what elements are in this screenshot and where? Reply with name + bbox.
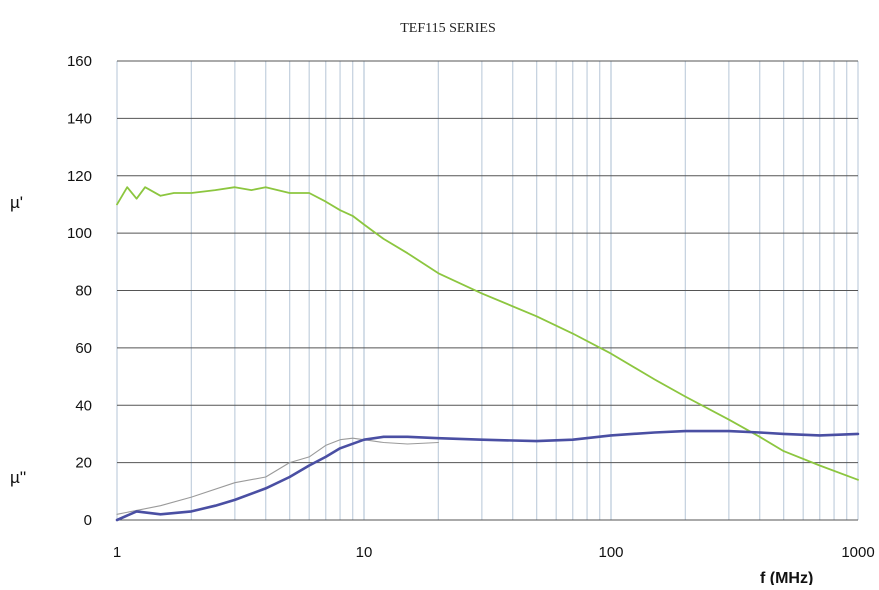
chart-title: TEF115 SERIES <box>400 21 496 36</box>
y-tick-label: 40 <box>75 397 92 414</box>
y-tick-label: 20 <box>75 455 92 472</box>
series-label-mu-prime: µ' <box>10 193 23 212</box>
x-axis-label: f (MHz) <box>760 570 813 585</box>
y-tick-label: 160 <box>67 53 92 70</box>
y-tick-labels: 0 20 40 60 80 100 120 140 160 <box>67 53 92 529</box>
series-line-mu-double-prime-faint <box>116 437 439 515</box>
y-tick-label: 140 <box>67 110 92 127</box>
y-tick-label: 80 <box>75 283 92 300</box>
y-tick-label: 0 <box>84 512 92 529</box>
x-tick-label: 10 <box>356 544 373 561</box>
y-tick-label: 100 <box>67 225 92 242</box>
y-tick-label: 60 <box>75 340 92 357</box>
series-line-mu-double-prime <box>115 429 860 522</box>
x-tick-labels: 1 10 100 1000 <box>113 544 875 561</box>
x-tick-label: 100 <box>598 544 623 561</box>
y-tick-label: 120 <box>67 168 92 185</box>
x-tick-label: 1000 <box>841 544 874 561</box>
series-label-mu-double-prime: µ'' <box>10 468 26 487</box>
series-line-mu-prime <box>116 186 859 481</box>
horizontal-grid <box>117 60 858 521</box>
x-tick-label: 1 <box>113 544 121 561</box>
series-layer <box>115 186 860 522</box>
